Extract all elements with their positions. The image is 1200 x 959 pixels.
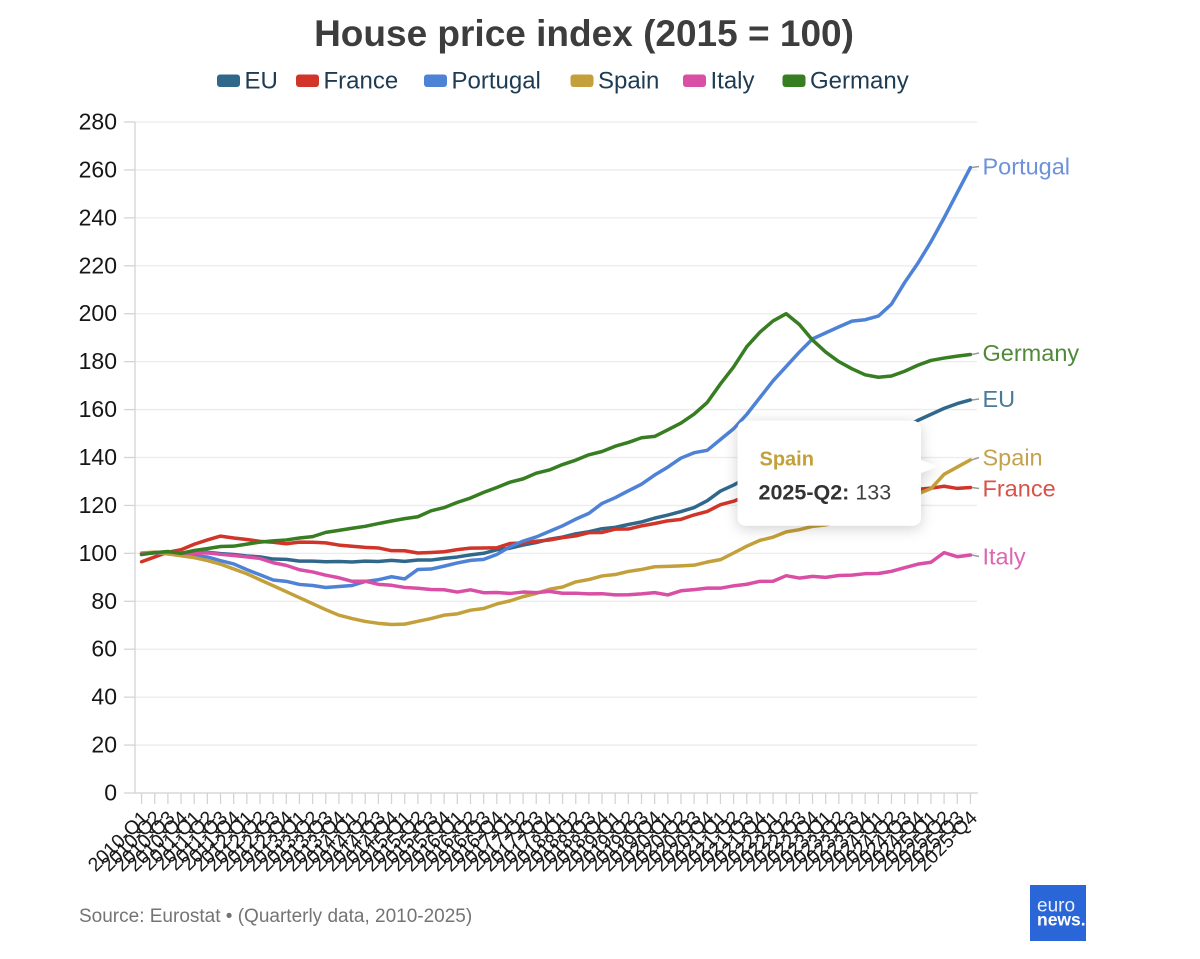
- svg-text:240: 240: [79, 204, 117, 230]
- svg-text:Spain: Spain: [760, 449, 814, 471]
- svg-text:2025-Q2: 133: 2025-Q2: 133: [759, 481, 892, 505]
- svg-text:news.: news.: [1037, 910, 1086, 930]
- svg-text:Germany: Germany: [983, 340, 1080, 366]
- svg-text:Portugal: Portugal: [452, 68, 541, 95]
- svg-text:40: 40: [91, 684, 117, 710]
- svg-text:Spain: Spain: [983, 445, 1043, 471]
- svg-text:France: France: [324, 68, 399, 95]
- svg-text:Portugal: Portugal: [983, 154, 1071, 180]
- svg-text:120: 120: [79, 492, 117, 518]
- svg-text:Italy: Italy: [711, 68, 755, 95]
- svg-text:160: 160: [79, 396, 117, 422]
- svg-text:Spain: Spain: [598, 68, 659, 95]
- svg-text:220: 220: [79, 252, 117, 278]
- svg-text:20: 20: [91, 732, 117, 758]
- svg-text:Italy: Italy: [983, 544, 1026, 570]
- svg-text:France: France: [983, 476, 1056, 502]
- svg-text:euro: euro: [1037, 896, 1075, 917]
- svg-text:280: 280: [79, 109, 117, 135]
- svg-text:EU: EU: [245, 68, 278, 95]
- svg-text:140: 140: [79, 444, 117, 470]
- svg-text:100: 100: [79, 540, 117, 566]
- svg-text:80: 80: [91, 588, 117, 614]
- svg-text:EU: EU: [983, 386, 1016, 412]
- svg-text:0: 0: [104, 780, 117, 806]
- svg-text:Germany: Germany: [810, 68, 909, 95]
- svg-text:Source: Eurostat • (Quarterly: Source: Eurostat • (Quarterly data, 2010…: [79, 906, 472, 927]
- svg-text:House price index (2015 = 100): House price index (2015 = 100): [314, 13, 854, 54]
- svg-text:200: 200: [79, 300, 117, 326]
- svg-text:260: 260: [79, 156, 117, 182]
- svg-text:60: 60: [91, 636, 117, 662]
- svg-text:180: 180: [79, 348, 117, 374]
